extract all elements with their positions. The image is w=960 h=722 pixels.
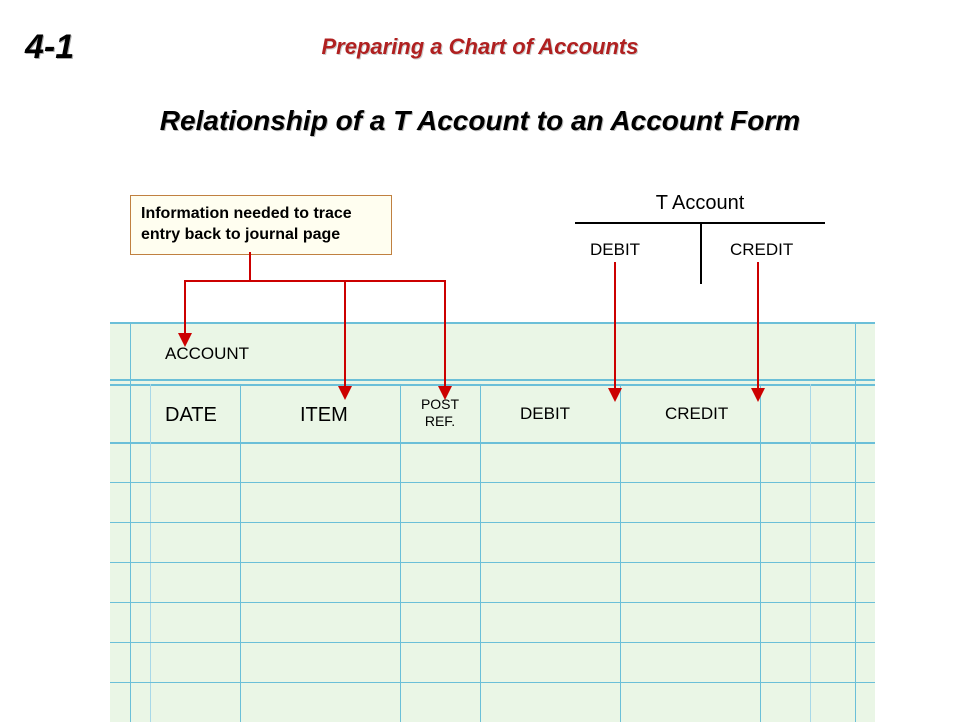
- ledger-rule: [110, 379, 875, 381]
- ledger-row-line: [110, 562, 875, 563]
- arrow-shaft: [444, 280, 446, 388]
- ledger-col-item: ITEM: [300, 404, 348, 427]
- t-account-credit-label: CREDIT: [730, 240, 793, 260]
- t-account-vertical-bar: [700, 222, 702, 284]
- ledger-row-line: [110, 482, 875, 483]
- ledger-col-line: [240, 384, 241, 722]
- ledger-col-line: [855, 324, 856, 722]
- arrow-head-icon: [751, 388, 765, 402]
- arrow-shaft: [757, 262, 759, 390]
- ledger-col-postref: POST REF.: [410, 396, 470, 430]
- ledger-col-line: [150, 384, 151, 722]
- main-title: Relationship of a T Account to an Accoun…: [0, 105, 960, 137]
- arrow-head-icon: [438, 386, 452, 400]
- t-account-label: T Account: [590, 192, 810, 215]
- ledger-col-line: [480, 384, 481, 722]
- ledger-col-date: DATE: [165, 404, 217, 427]
- chapter-title: Preparing a Chart of Accounts: [0, 34, 960, 60]
- arrow-shaft: [185, 280, 446, 282]
- ledger-account-label: ACCOUNT: [165, 344, 249, 364]
- arrow-head-icon: [178, 333, 192, 347]
- arrow-shaft: [344, 280, 346, 388]
- ledger-col-line: [620, 384, 621, 722]
- ledger-row-line: [110, 602, 875, 603]
- arrow-shaft: [614, 262, 616, 390]
- arrow-head-icon: [608, 388, 622, 402]
- ledger-col-line: [810, 384, 811, 722]
- ledger-form: ACCOUNT DATE ITEM POST REF. DEBIT CREDIT: [110, 322, 875, 722]
- ledger-col-debit: DEBIT: [520, 404, 570, 424]
- arrow-shaft: [184, 280, 186, 335]
- ledger-col-line: [130, 324, 131, 722]
- ledger-col-line: [400, 384, 401, 722]
- ledger-row-line: [110, 642, 875, 643]
- ledger-row-line: [110, 522, 875, 523]
- ledger-row-line: [110, 682, 875, 683]
- ledger-col-credit: CREDIT: [665, 404, 728, 424]
- ledger-col-line: [760, 384, 761, 722]
- t-account-debit-label: DEBIT: [590, 240, 640, 260]
- info-box: Information needed to trace entry back t…: [130, 195, 392, 255]
- arrow-shaft: [249, 252, 251, 280]
- arrow-head-icon: [338, 386, 352, 400]
